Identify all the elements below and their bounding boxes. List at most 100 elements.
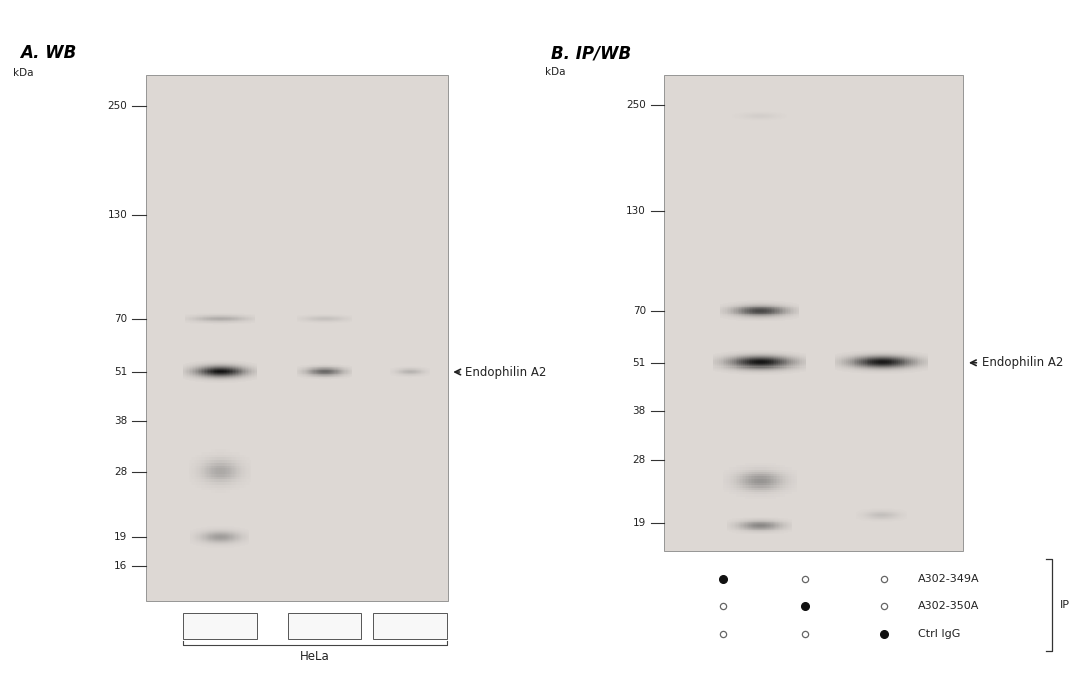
Bar [909, 357, 910, 359]
Bar [764, 525, 765, 526]
Bar [792, 304, 793, 305]
Bar [310, 377, 311, 378]
Bar [741, 307, 742, 309]
Bar [735, 468, 738, 470]
Bar [766, 315, 768, 316]
Bar [232, 527, 233, 528]
Bar [310, 373, 311, 374]
Bar [303, 371, 305, 372]
Bar [226, 532, 227, 533]
Bar [762, 320, 765, 322]
Bar [202, 375, 204, 376]
Bar [910, 368, 913, 369]
Bar [894, 355, 896, 357]
Bar [793, 488, 794, 490]
Bar [219, 530, 220, 531]
Bar [868, 350, 870, 351]
Bar [197, 366, 198, 367]
Bar [216, 379, 217, 380]
Bar [777, 520, 778, 521]
Bar [222, 490, 224, 493]
Bar [314, 374, 315, 375]
Bar [839, 366, 840, 367]
Bar [858, 352, 859, 353]
Bar [194, 376, 197, 377]
Bar [246, 468, 247, 471]
Bar [765, 366, 767, 368]
Bar [351, 366, 352, 367]
Bar [235, 537, 237, 538]
Bar [772, 520, 774, 521]
Bar [747, 481, 750, 483]
Bar [190, 466, 191, 468]
Bar [759, 309, 761, 310]
Bar [802, 368, 805, 370]
Bar [748, 370, 751, 372]
Bar [348, 372, 349, 373]
Bar [207, 485, 208, 487]
Bar [778, 523, 779, 524]
Bar [248, 480, 249, 482]
Bar [235, 452, 237, 455]
Bar [769, 465, 770, 468]
Bar [228, 490, 229, 493]
Bar [902, 360, 904, 361]
Bar [725, 303, 727, 304]
Bar [312, 375, 313, 376]
Bar [771, 529, 772, 530]
Bar [792, 360, 793, 361]
Bar [787, 373, 789, 374]
Bar [243, 373, 245, 375]
Bar [343, 375, 345, 376]
Bar [792, 319, 793, 320]
Bar [918, 371, 920, 373]
Bar [754, 315, 755, 316]
Bar [232, 534, 233, 536]
Bar [793, 353, 795, 354]
Bar [233, 372, 234, 373]
Bar [780, 372, 782, 373]
Bar [738, 490, 739, 492]
Bar [230, 541, 232, 542]
Bar [248, 541, 249, 542]
Bar [319, 368, 320, 369]
Bar [206, 471, 207, 474]
Bar [742, 465, 743, 468]
Bar [230, 378, 232, 379]
Bar [225, 541, 226, 542]
Bar [243, 378, 245, 379]
Bar [755, 310, 756, 311]
Bar [314, 368, 315, 369]
Bar [312, 369, 313, 370]
Bar [723, 362, 725, 363]
Bar [758, 311, 759, 312]
Bar [318, 377, 319, 378]
Bar [316, 368, 318, 369]
Bar [214, 381, 216, 382]
Bar [192, 373, 193, 375]
Bar [771, 494, 773, 497]
Bar [778, 522, 779, 523]
Bar [915, 362, 917, 363]
Bar [795, 359, 797, 360]
Bar [215, 455, 216, 457]
Bar [766, 311, 768, 312]
Bar [206, 455, 207, 457]
Bar [323, 363, 324, 364]
Bar [328, 365, 330, 366]
Bar [751, 370, 752, 372]
Bar [243, 372, 245, 373]
Bar [242, 466, 244, 468]
Bar [774, 362, 777, 363]
Bar [789, 488, 791, 490]
Bar [741, 319, 742, 320]
Bar [351, 369, 352, 370]
Bar [771, 319, 772, 320]
Bar [777, 355, 779, 356]
Bar [228, 460, 229, 463]
Bar [743, 479, 745, 481]
Bar [842, 362, 845, 363]
Bar [235, 460, 237, 463]
Bar [726, 472, 727, 474]
Bar [863, 360, 865, 361]
